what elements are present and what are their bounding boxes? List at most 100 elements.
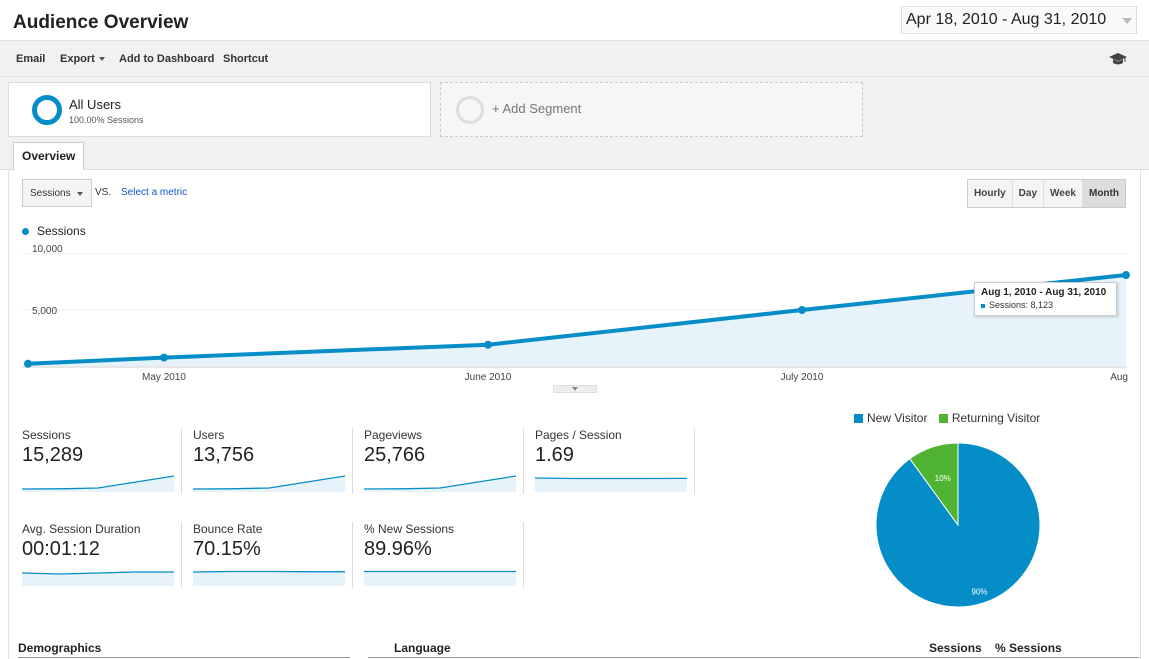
export-label: Export — [60, 53, 95, 65]
sparkline — [193, 475, 345, 492]
scorecard-value: 15,289 — [22, 444, 84, 466]
scorecard-value: 89.96% — [364, 538, 432, 560]
scorecard-value: 00:01:12 — [22, 538, 100, 560]
scorecard-value: 25,766 — [364, 444, 426, 466]
email-button[interactable]: Email — [16, 53, 46, 65]
x-tick-label: Aug — [1110, 372, 1128, 383]
tooltip-value: Sessions: 8,123 — [981, 300, 1110, 310]
select-metric-link[interactable]: Select a metric — [121, 187, 188, 198]
export-button[interactable]: Export — [60, 53, 105, 65]
sparkline-area — [193, 571, 345, 586]
scorecard-label: Users — [193, 428, 225, 442]
tab-overview[interactable]: Overview — [13, 142, 85, 171]
data-point — [1122, 271, 1130, 280]
sparkline-line — [193, 475, 345, 490]
returning-visitor-swatch-icon — [938, 414, 948, 423]
sparkline-line — [193, 570, 345, 573]
add-segment-label: + Add Segment — [492, 101, 582, 116]
x-tick-label: July 2010 — [781, 372, 824, 383]
scorecard-label: Bounce Rate — [193, 522, 263, 536]
legend-new-visitor[interactable]: New Visitor — [867, 411, 928, 425]
add-to-dashboard-button[interactable]: Add to Dashboard — [119, 53, 215, 65]
sparkline-line — [22, 571, 174, 575]
time-granularity-buttons: Hourly Day Week Month — [967, 179, 1126, 208]
divider — [368, 657, 1139, 658]
sparkline-line — [22, 475, 174, 490]
segment-name: All Users — [69, 97, 122, 112]
pie-slice-label: 10% — [935, 474, 951, 483]
add-segment-button[interactable]: + Add Segment — [440, 82, 863, 137]
page-title: Audience Overview — [13, 12, 189, 33]
y-tick-label: 5,000 — [32, 306, 57, 317]
legend-series-label: Sessions — [37, 224, 86, 238]
shortcut-button[interactable]: Shortcut — [223, 53, 269, 65]
hourly-button[interactable]: Hourly — [968, 180, 1013, 207]
sparkline — [535, 477, 687, 492]
sparkline-area — [364, 571, 516, 586]
scorecard-users[interactable]: Users 13,756 — [193, 428, 353, 494]
x-tick-label: May 2010 — [142, 372, 186, 383]
date-range-picker[interactable]: Apr 18, 2010 - Aug 31, 2010 — [901, 6, 1137, 34]
legend-returning-visitor[interactable]: Returning Visitor — [951, 411, 1041, 425]
date-range-label: Apr 18, 2010 - Aug 31, 2010 — [906, 11, 1107, 28]
scorecard-label: Avg. Session Duration — [22, 522, 141, 536]
scorecard-label: % New Sessions — [364, 522, 455, 536]
sparkline-line — [535, 477, 687, 480]
scorecard-new-sessions[interactable]: % New Sessions 89.96% — [364, 522, 524, 588]
empty-segment-ring-icon — [456, 96, 484, 124]
graduation-cap-icon[interactable] — [1109, 52, 1127, 66]
scorecard-avg-session-duration[interactable]: Avg. Session Duration 00:01:12 — [22, 522, 182, 588]
pie-legend: New Visitor Returning Visitor — [854, 411, 1040, 425]
scorecard-label: Pageviews — [364, 428, 423, 442]
metric-select[interactable]: Sessions — [22, 179, 92, 207]
scorecard-bounce-rate[interactable]: Bounce Rate 70.15% — [193, 522, 353, 588]
segment-all-users[interactable]: All Users 100.00% Sessions — [8, 82, 431, 137]
metric-select-label: Sessions — [30, 188, 71, 199]
data-point — [160, 353, 168, 362]
pct-sessions-column-header: % Sessions — [995, 641, 1062, 655]
scorecard-sessions[interactable]: Sessions 15,289 — [22, 428, 182, 494]
toolbar: Email Export Add to Dashboard Shortcut — [0, 40, 1149, 77]
day-button[interactable]: Day — [1013, 180, 1045, 207]
chart-collapse-handle[interactable] — [553, 385, 597, 393]
week-button[interactable]: Week — [1044, 180, 1083, 207]
series-area — [28, 275, 1126, 366]
data-point — [798, 306, 806, 314]
sparkline-area — [22, 572, 174, 586]
divider — [18, 657, 350, 658]
scorecard-value: 1.69 — [535, 444, 574, 466]
chevron-down-icon — [1122, 18, 1132, 24]
chart-tooltip: Aug 1, 2010 - Aug 31, 2010 Sessions: 8,1… — [974, 282, 1117, 316]
sparkline — [364, 570, 516, 586]
scorecard-label: Sessions — [22, 428, 71, 442]
series-swatch-icon — [981, 303, 985, 308]
scorecard-pages-per-session[interactable]: Pages / Session 1.69 — [535, 428, 695, 494]
segment-sub: 100.00% Sessions — [69, 115, 144, 125]
scorecard-label: Pages / Session — [535, 428, 622, 442]
sparkline — [193, 570, 345, 586]
sparkline-line — [364, 475, 516, 490]
scorecard-pageviews[interactable]: Pageviews 25,766 — [364, 428, 524, 494]
new-visitor-swatch-icon — [854, 414, 863, 423]
pie-slice-label: 90% — [972, 587, 988, 596]
caret-down-icon — [98, 57, 105, 62]
data-point — [24, 359, 32, 368]
sparkline — [364, 475, 516, 492]
sessions-column-header: Sessions — [929, 641, 982, 655]
sparkline-area — [22, 476, 174, 492]
chart-legend[interactable]: Sessions — [22, 224, 86, 238]
month-button[interactable]: Month — [1082, 180, 1125, 207]
caret-down-icon — [572, 387, 578, 391]
tooltip-value-text: Sessions: 8,123 — [989, 300, 1054, 310]
sessions-chart[interactable]: 10,000 5,000 May 2010 June 2010 July 2010 Aug — [0, 240, 1149, 400]
visitor-pie-chart[interactable]: 90% 10% — [870, 437, 1046, 613]
scorecard-value: 13,756 — [193, 444, 255, 466]
sparkline-area — [535, 478, 687, 492]
x-tick-label: June 2010 — [465, 372, 512, 383]
segment-area: All Users 100.00% Sessions + Add Segment… — [0, 77, 1149, 171]
scorecard-value: 70.15% — [193, 538, 261, 560]
caret-down-icon — [77, 192, 83, 196]
sparkline-area — [193, 476, 345, 492]
sparkline — [22, 475, 174, 492]
